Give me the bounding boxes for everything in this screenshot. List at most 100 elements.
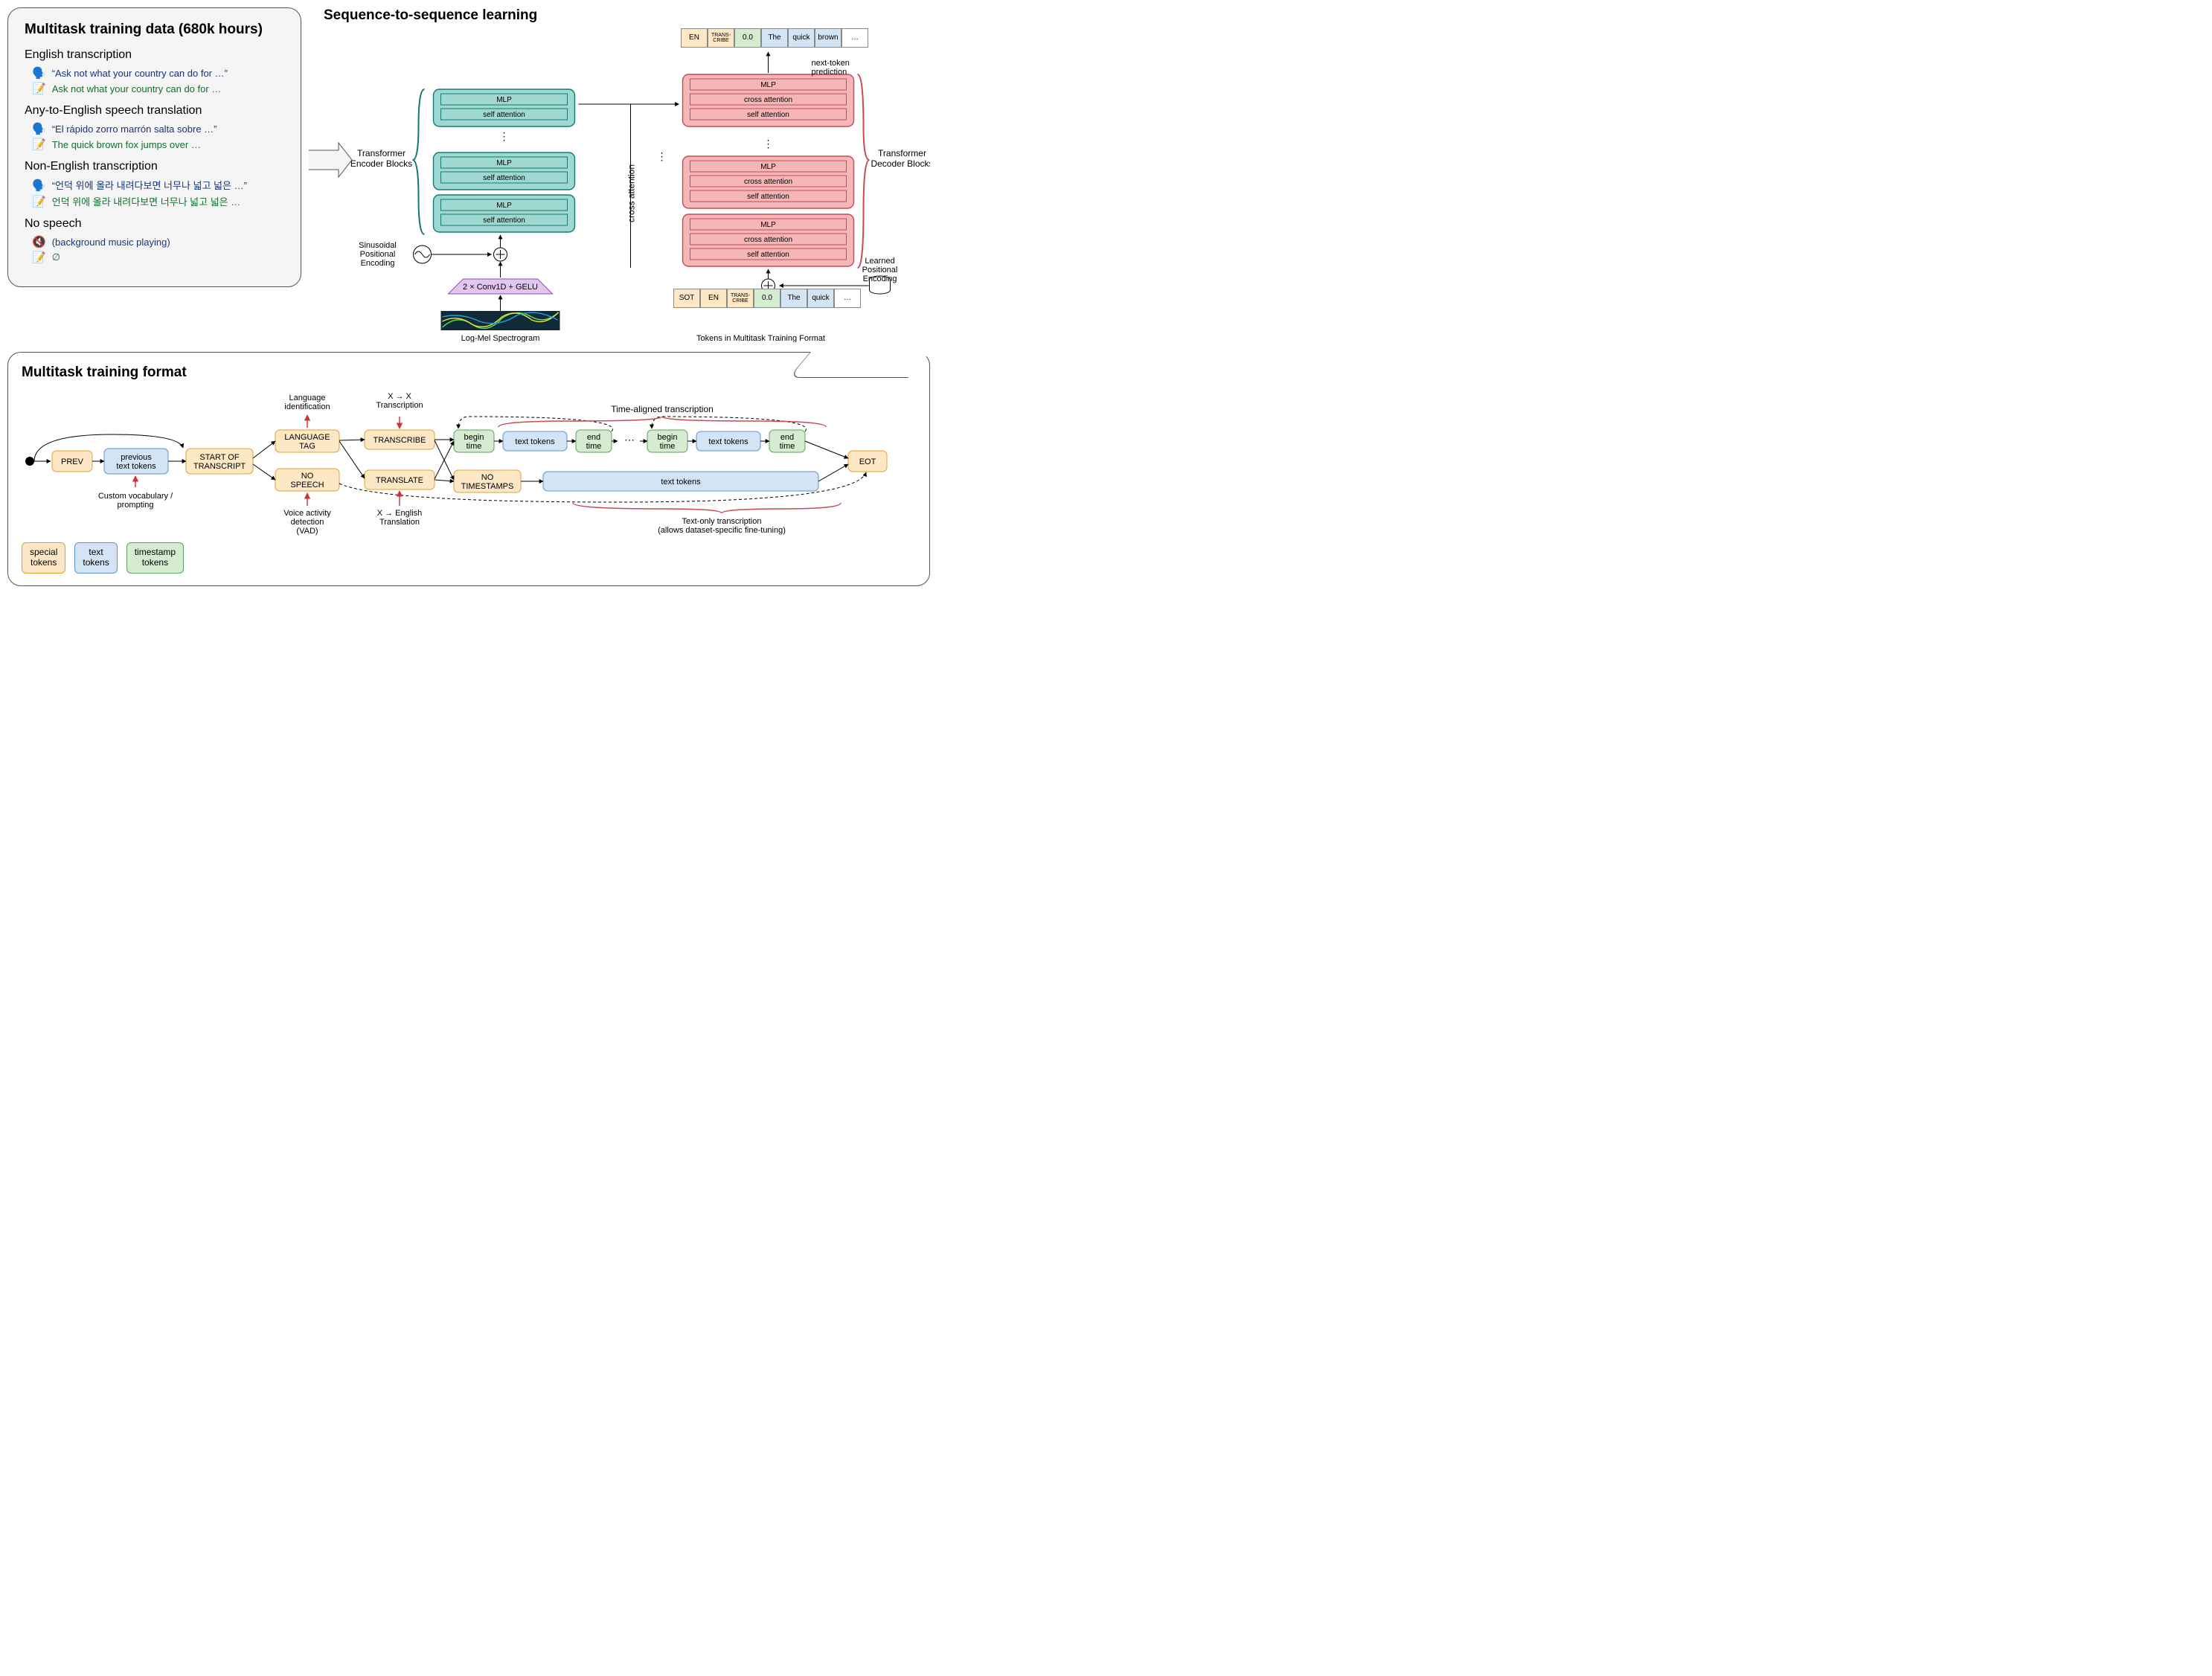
legend-row: special tokens text tokens timestamp token…	[22, 542, 916, 574]
transcribe-node-label: TRANSCRIBE	[374, 436, 426, 445]
learned-pe-label: LearnedPositionalEncoding	[862, 257, 898, 283]
written-example: 언덕 위에 올라 내려다보면 너무나 넓고 넓은 …	[52, 194, 241, 208]
task-group: English transcription 🗣️ “Ask not what yo…	[25, 48, 284, 95]
svg-text:MLP: MLP	[496, 159, 512, 167]
svg-text:⋯: ⋯	[624, 434, 635, 446]
speak-icon: 🗣️	[32, 179, 46, 192]
speak-icon: 🗣️	[32, 66, 46, 80]
token-cell: 0.0	[754, 289, 780, 308]
task-group: Any-to-English speech translation 🗣️“El …	[25, 104, 284, 151]
training-data-panel: Multitask training data (680k hours) Eng…	[7, 7, 301, 287]
spoken-example: “Ask not what your country can do for …”	[52, 68, 228, 79]
cross-attention-label: cross attention	[626, 164, 637, 222]
write-icon: 📝	[32, 82, 46, 95]
svg-text:⋮: ⋮	[657, 150, 667, 162]
start-dot	[25, 457, 34, 466]
time-aligned-label: Time-aligned transcription	[611, 404, 714, 414]
svg-text:self attention: self attention	[747, 111, 789, 119]
legend-item: special tokens	[22, 542, 65, 574]
written-example: ∅	[52, 251, 60, 263]
written-example: The quick brown fox jumps over …	[52, 139, 201, 150]
token-cell: The	[761, 28, 788, 48]
text1-node-label: text tokens	[515, 437, 555, 446]
decoder-label: TransformerDecoder Blocks	[871, 148, 930, 169]
nots-node-label: NO	[481, 473, 494, 482]
legend-item: text tokens	[74, 542, 117, 574]
nots-node-label: TIMESTAMPS	[461, 482, 514, 491]
legend-item: timestamp tokens	[126, 542, 184, 574]
tokens-format-label: Tokens in Multitask Training Format	[696, 334, 825, 342]
token-cell: SOT	[673, 289, 700, 308]
token-cell: 0.0	[734, 28, 761, 48]
end2-node-label: end	[780, 433, 794, 442]
training-format-panel: Multitask training format PREVpreviouste…	[7, 352, 930, 586]
task-group: Non-English transcription 🗣️“언덕 위에 올라 내려…	[25, 160, 284, 208]
task-heading: Any-to-English speech translation	[25, 104, 284, 118]
encoder-label: TransformerEncoder Blocks	[350, 148, 412, 169]
big-arrow-icon	[309, 141, 353, 179]
svg-text:prompting: prompting	[118, 501, 154, 510]
output-token-row: ENTRANS- CRIBE0.0Thequickbrown…	[681, 28, 868, 48]
svg-text:Custom vocabulary /: Custom vocabulary /	[98, 492, 173, 501]
svg-text:X → X: X → X	[388, 392, 411, 401]
svg-text:self attention: self attention	[747, 251, 789, 259]
format-flow-diagram: PREVprevioustext tokensSTART OFTRANSCRIP…	[22, 387, 916, 536]
token-cell: TRANS- CRIBE	[708, 28, 734, 48]
svg-text:self attention: self attention	[483, 216, 525, 225]
prev-text-node-label: previous	[121, 453, 152, 462]
svg-text:cross attention: cross attention	[744, 178, 792, 186]
svg-text:detection: detection	[291, 518, 324, 527]
token-cell: brown	[815, 28, 841, 48]
svg-text:MLP: MLP	[760, 163, 776, 171]
write-icon: 📝	[32, 138, 46, 151]
svg-text:self attention: self attention	[483, 174, 525, 182]
token-cell: EN	[700, 289, 727, 308]
svg-text:Voice activity: Voice activity	[283, 509, 331, 518]
svg-text:self attention: self attention	[747, 193, 789, 201]
svg-text:MLP: MLP	[760, 81, 776, 89]
spoken-example: “El rápido zorro marrón salta sobre …”	[52, 123, 217, 135]
text2-node-label: text tokens	[708, 437, 748, 446]
begin1-node-label: time	[467, 442, 482, 451]
token-cell: quick	[788, 28, 815, 48]
panel-title: Multitask training data (680k hours)	[25, 22, 284, 38]
seq2seq-title: Sequence-to-sequence learning	[324, 7, 930, 24]
end1-node-label: end	[587, 433, 600, 442]
write-icon: 📝	[32, 195, 46, 208]
token-cell: …	[834, 289, 861, 308]
svg-text:X → English: X → English	[377, 509, 423, 518]
speak-icon: 🔇	[32, 235, 46, 248]
token-cell: EN	[681, 28, 708, 48]
encoder-brace	[413, 89, 425, 234]
lang-node-label: TAG	[299, 442, 315, 451]
task-group: No speech 🔇(background music playing) 📝∅	[25, 217, 284, 264]
input-token-row: SOTENTRANS- CRIBE0.0Thequick…	[673, 289, 861, 308]
sin-pe-label: SinusoidalPositionalEncoding	[359, 241, 397, 268]
prev-text-node-label: text tokens	[116, 462, 156, 471]
task-heading: English transcription	[25, 48, 284, 62]
lang-node-label: LANGUAGE	[284, 433, 330, 442]
written-example: Ask not what your country can do for …	[52, 83, 222, 94]
begin2-node-label: time	[660, 442, 676, 451]
spoken-example: (background music playing)	[52, 237, 170, 248]
prev-node-label: PREV	[61, 457, 84, 466]
task-heading: No speech	[25, 217, 284, 231]
text-only-label: Text-only transcription(allows dataset-s…	[658, 517, 786, 535]
token-cell: …	[841, 28, 868, 48]
sot-node-label: START OF	[199, 453, 239, 462]
token-cell: quick	[807, 289, 834, 308]
svg-text:MLP: MLP	[496, 202, 512, 210]
svg-text:Translation: Translation	[379, 518, 420, 527]
next-token-label: next-tokenprediction	[812, 59, 850, 77]
svg-text:Language: Language	[289, 394, 326, 402]
svg-text:cross attention: cross attention	[744, 236, 792, 244]
svg-text:cross attention: cross attention	[744, 96, 792, 104]
svg-text:self attention: self attention	[483, 111, 525, 119]
begin1-node-label: begin	[464, 433, 484, 442]
token-cell: The	[780, 289, 807, 308]
svg-text:identification: identification	[284, 402, 330, 411]
seq2seq-area: Sequence-to-sequence learning ENTRANS- C…	[309, 7, 930, 346]
eot-node-label: EOT	[859, 457, 876, 466]
textlong-node-label: text tokens	[661, 478, 701, 487]
decoder-brace	[858, 74, 870, 268]
